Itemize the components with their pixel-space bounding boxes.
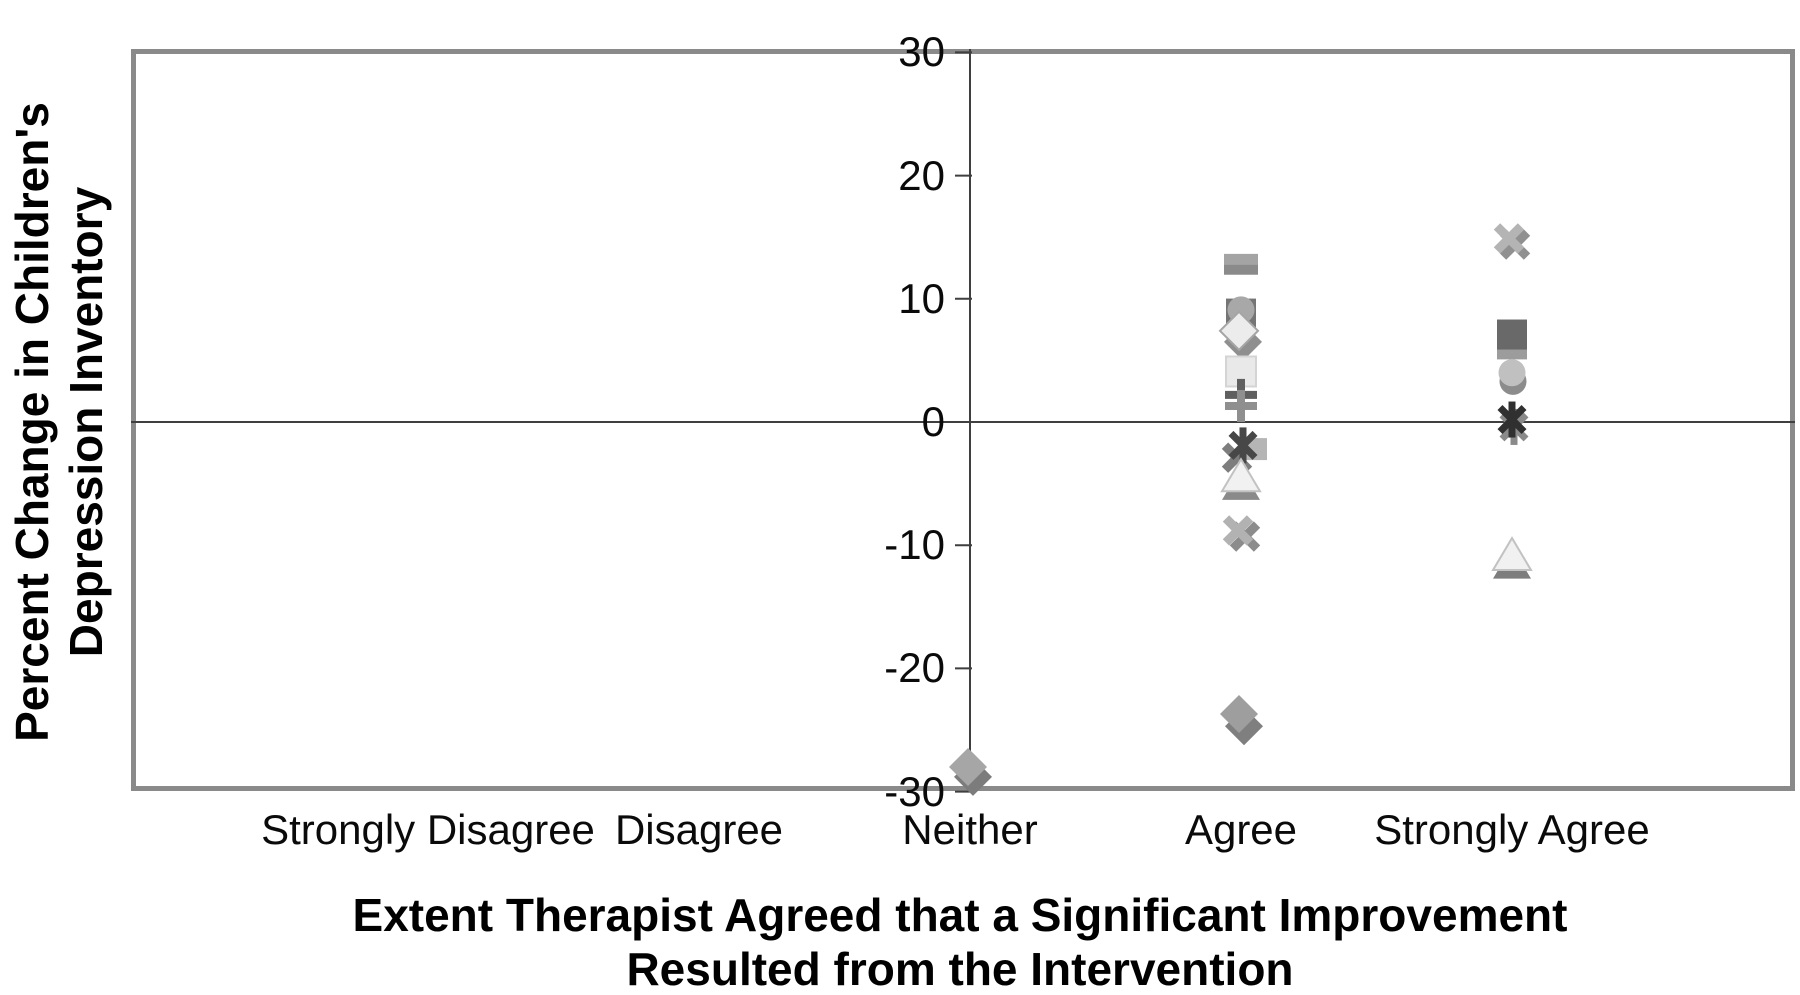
data-point-x-21 bbox=[1493, 223, 1525, 254]
category-label-strongly-agree: Strongly Agree bbox=[1374, 806, 1650, 853]
y-tick-label-10: 10 bbox=[898, 274, 945, 322]
y-tick-label-30: 30 bbox=[898, 28, 945, 76]
x-axis-title-line2: Resulted from the Intervention bbox=[626, 943, 1294, 995]
category-label-disagree: Disagree bbox=[614, 806, 784, 853]
category-label-agree: Agree bbox=[1184, 806, 1298, 853]
category-label-neither: Neither bbox=[902, 806, 1038, 853]
data-point-dash-2 bbox=[1224, 263, 1258, 275]
data-point-diamond-1 bbox=[949, 747, 987, 786]
y-tick-label--30: -30 bbox=[884, 767, 945, 815]
data-point-plus-10 bbox=[1225, 389, 1257, 422]
x-axis-title: Extent Therapist Agreed that a Significa… bbox=[260, 888, 1660, 995]
y-tick-label-0: 0 bbox=[921, 398, 945, 445]
data-point-asterisk-27 bbox=[1497, 401, 1527, 438]
data-point-dash-3 bbox=[1224, 253, 1258, 265]
y-tick-label--20: -20 bbox=[884, 644, 945, 692]
y-tick-label--10: -10 bbox=[884, 521, 945, 569]
y-axis-title: Percent Change in Children's Depression … bbox=[5, 17, 117, 827]
data-point-square-23 bbox=[1497, 319, 1527, 350]
data-point-asterisk-13 bbox=[1228, 427, 1258, 464]
y-tick-label-20: 20 bbox=[898, 151, 945, 199]
data-point-diamond-19 bbox=[1220, 694, 1258, 733]
data-point-circle-25 bbox=[1498, 359, 1526, 387]
y-axis-title-line2: Depression Inventory bbox=[60, 186, 112, 658]
data-point-triangle-light-15 bbox=[1220, 457, 1262, 493]
data-point-triangle-light-29 bbox=[1491, 536, 1533, 572]
data-point-diamond-light-7 bbox=[1218, 310, 1260, 352]
x-axis-title-line1: Extent Therapist Agreed that a Significa… bbox=[352, 889, 1568, 941]
data-point-x-17 bbox=[1222, 515, 1254, 546]
category-label-strongly-disagree: Strongly Disagree bbox=[261, 806, 595, 853]
y-axis-title-line1: Percent Change in Children's bbox=[6, 102, 58, 742]
